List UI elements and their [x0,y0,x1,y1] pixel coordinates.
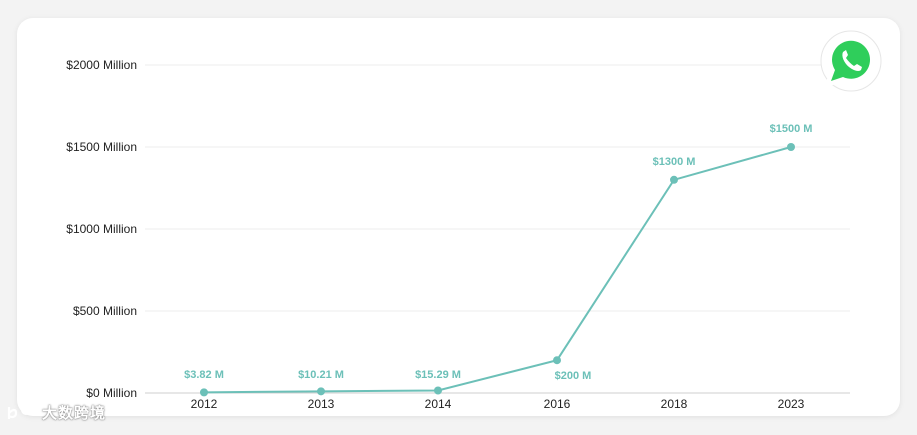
x-tick-label: 2014 [425,397,452,411]
whatsapp-icon [820,30,882,92]
data-label: $10.21 M [298,369,344,381]
y-tick-label: $1000 Million [66,222,137,236]
series-points [200,143,795,397]
data-point [317,387,325,396]
chart-card [17,18,900,416]
data-point [670,175,678,184]
y-tick-label: $1500 Million [66,140,137,154]
data-label: $1500 M [770,123,813,135]
series-line [203,146,792,394]
watermark-text: 大数跨境 [42,405,107,422]
data-label: $1300 M [653,156,696,168]
data-label: $200 M [555,370,592,382]
data-label: $15.29 M [415,369,461,381]
data-point [787,143,795,151]
data-point [200,388,208,397]
x-tick-label: 2012 [191,397,218,411]
y-tick-label: $2000 Million [66,58,137,72]
gridlines [145,64,850,394]
x-tick-label: 2018 [661,397,688,411]
x-tick-label: 2016 [544,397,571,411]
y-tick-label: $0 Million [86,386,137,400]
data-label: $3.82 M [184,369,224,381]
data-point [434,386,442,395]
data-point [553,356,561,365]
x-tick-label: 2013 [308,397,335,411]
y-axis-ticks: $0 Million $500 Million $1000 Million $1500… [66,58,137,400]
x-axis-ticks: 2012 2013 2014 2016 2018 2023 [191,397,805,411]
watermark-logo-icon [7,405,40,419]
y-tick-label: $500 Million [73,304,137,318]
data-labels: $3.82 M $10.21 M $15.29 M $200 M $1300 M $150… [184,123,812,382]
x-tick-label: 2023 [778,397,805,411]
